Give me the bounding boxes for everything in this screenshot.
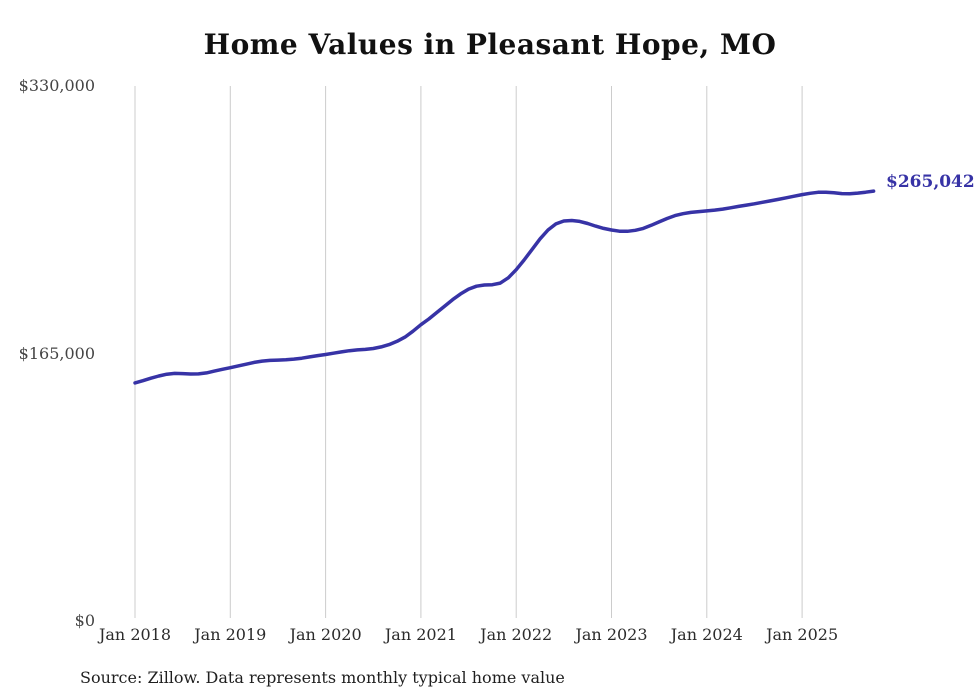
x-tick-label: Jan 2024 <box>670 625 743 644</box>
x-tick-label: Jan 2018 <box>98 625 172 644</box>
x-tick-label: Jan 2025 <box>766 625 839 644</box>
chart-title: Home Values in Pleasant Hope, MO <box>203 28 777 61</box>
x-tick-label: Jan 2023 <box>575 625 648 644</box>
y-tick-label-330000: $330,000 <box>18 76 95 95</box>
end-value-label: $265,042 <box>886 172 975 192</box>
x-tick-label: Jan 2019 <box>194 625 267 644</box>
home-value-line <box>133 189 876 385</box>
source-note: Source: Zillow. Data represents monthly … <box>80 668 565 687</box>
y-tick-label-0: $0 <box>74 611 95 630</box>
x-tick-label: Jan 2020 <box>289 625 362 644</box>
gridlines <box>134 86 803 618</box>
x-tick-label: Jan 2022 <box>480 625 553 644</box>
y-tick-label-165000: $165,000 <box>18 344 95 363</box>
x-tick-label: Jan 2021 <box>384 625 457 644</box>
